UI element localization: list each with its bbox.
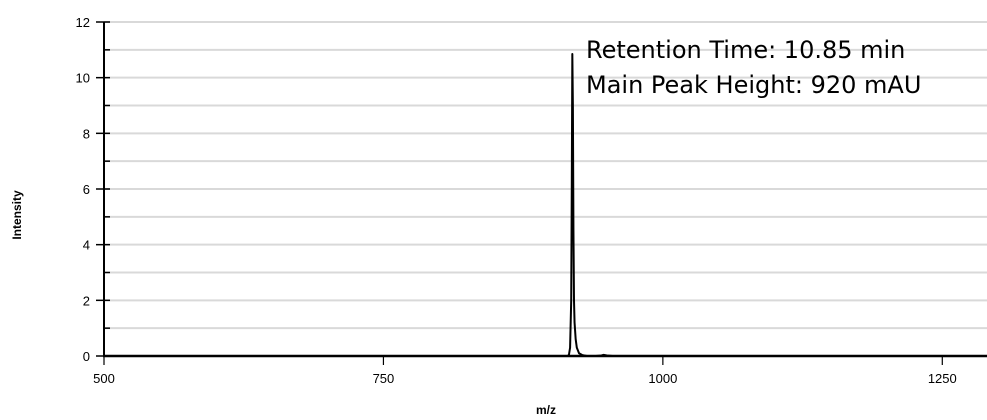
axes <box>96 21 987 365</box>
y-tick-label: 0 <box>83 349 90 364</box>
annotation-retention-time: Retention Time: 10.85 min <box>586 36 905 64</box>
y-tick-label: 8 <box>83 126 90 141</box>
x-tick-label: 500 <box>93 371 115 386</box>
y-tick-label: 12 <box>76 15 90 30</box>
series-line-0 <box>104 53 987 357</box>
x-tick-label: 1000 <box>648 371 677 386</box>
y-tick-label: 2 <box>83 293 90 308</box>
x-axis-title: m/z <box>536 403 556 417</box>
y-axis-title: Intensity <box>10 190 24 240</box>
x-tick-label: 750 <box>373 371 395 386</box>
y-tick-label: 6 <box>83 182 90 197</box>
series-layer <box>104 53 987 357</box>
y-tick-label: 10 <box>76 71 90 86</box>
gridlines <box>104 21 987 330</box>
tick-labels: 0 2 4 6 8 10 12 500 750 1000 1250 <box>76 15 957 386</box>
y-tick-label: 4 <box>83 238 90 253</box>
annotation-peak-height: Main Peak Height: 920 mAU <box>586 71 921 99</box>
x-tick-label: 1250 <box>928 371 957 386</box>
